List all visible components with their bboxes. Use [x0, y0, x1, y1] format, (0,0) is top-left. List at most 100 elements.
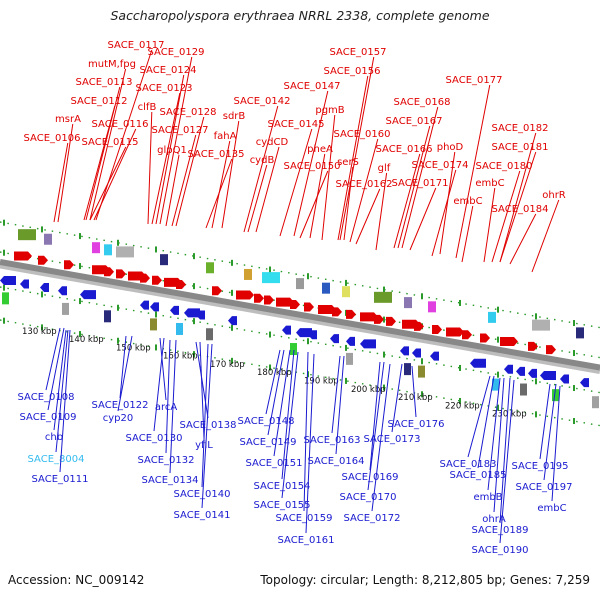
plus-gene-box	[488, 311, 496, 323]
top-leader-line	[255, 146, 280, 233]
top-leader-line	[159, 56, 193, 225]
minus-gene-box	[176, 322, 183, 335]
top-gene-label: SACE_0128	[160, 107, 217, 118]
top-gene-label: SACE_0160	[334, 129, 391, 140]
scale-tick-label: 150 kbp	[116, 343, 151, 353]
top-gene-label: SACE_0162	[336, 179, 393, 190]
bottom-gene-label: SACE_0185	[450, 470, 507, 481]
bottom-gene-label: SACE_0155	[254, 500, 311, 511]
plus-gene-box	[116, 246, 134, 258]
minus-gene-box	[404, 363, 411, 376]
bottom-gene-label: SACE_0140	[174, 489, 231, 500]
bottom-leader-line	[367, 361, 385, 491]
plus-gene-box	[342, 286, 350, 298]
top-gene-label: SACE_0166	[376, 144, 433, 155]
top-leader-line	[299, 170, 329, 239]
plus-gene-arrow	[462, 330, 472, 340]
minus-gene-arrow	[150, 302, 159, 312]
top-gene-label: SACE_0116	[92, 119, 149, 130]
top-leader-line	[293, 90, 329, 237]
top-gene-label: SACE_0113	[76, 77, 133, 88]
bottom-gene-label: SACE_0151	[246, 458, 303, 469]
plus-gene-arrow	[332, 307, 342, 317]
minus-gene-arrow	[516, 366, 525, 376]
plus-gene-box	[92, 242, 100, 254]
bottom-gene-label: SACE_0189	[472, 525, 529, 536]
minus-gene-arrow	[430, 351, 439, 361]
top-gene-label: SACE_0167	[386, 116, 443, 127]
top-gene-label: SACE_0171	[392, 178, 449, 189]
bottom-leader-line	[539, 383, 551, 460]
scale-tick-label: 130 kbp	[22, 327, 57, 337]
minus-gene-arrow	[504, 364, 513, 374]
top-gene-label: fahA	[214, 131, 237, 142]
top-leader-line	[461, 205, 474, 263]
minus-gene-arrow	[140, 300, 149, 310]
scale-tick-label: 160 kbp	[163, 352, 198, 362]
top-gene-label: embC	[453, 196, 482, 207]
minus-gene-arrow	[282, 325, 291, 335]
minus-gene-arrow	[40, 283, 49, 293]
top-leader-line	[53, 142, 69, 223]
bottom-gene-label: SACE_0190	[472, 545, 529, 556]
top-leader-line	[247, 164, 268, 233]
top-gene-label: SACE_0168	[394, 97, 451, 108]
bottom-gene-label: SACE_0149	[240, 437, 297, 448]
plus-gene-arrow	[360, 312, 378, 322]
bottom-gene-label: SACE_0164	[308, 456, 365, 467]
minus-gene-box	[492, 378, 499, 391]
bottom-leader-line	[273, 349, 291, 457]
bottom-leader-line	[281, 351, 299, 499]
bottom-leader-line	[369, 361, 381, 471]
top-leader-line	[155, 74, 185, 225]
minus-gene-arrow	[580, 378, 589, 388]
bottom-leader-line	[391, 363, 403, 433]
top-leader-line	[339, 56, 375, 241]
minus-gene-arrow	[330, 334, 339, 344]
minus-gene-arrow	[528, 368, 537, 378]
minus-gene-arrow	[412, 348, 421, 358]
top-gene-label: SACE_0135	[188, 149, 245, 160]
bottom-leader-line	[169, 339, 177, 474]
bottom-gene-label: SACE_0161	[278, 535, 335, 546]
bottom-leader-line	[199, 341, 205, 439]
top-gene-label: SACE_0177	[446, 75, 503, 86]
plus-gene-arrow	[318, 304, 336, 314]
top-gene-label: cydB	[250, 155, 275, 166]
bottom-gene-label: embB	[473, 492, 502, 503]
plus-gene-box	[18, 229, 36, 241]
plus-gene-box	[404, 297, 412, 309]
minus-gene-box	[150, 318, 157, 331]
bottom-gene-label: SACE_0141	[174, 510, 231, 521]
minus-gene-box	[290, 343, 297, 356]
bottom-gene-label: SACE_0148	[238, 416, 295, 427]
minus-gene-arrow	[170, 305, 179, 315]
top-leader-line	[279, 128, 313, 237]
top-gene-label: SACE_0181	[492, 142, 549, 153]
bottom-gene-label: SACE_0197	[516, 482, 573, 493]
top-leader-line	[147, 111, 153, 225]
top-gene-label: glf	[378, 163, 391, 174]
top-leader-line	[171, 134, 197, 227]
bottom-leader-line	[499, 377, 511, 524]
top-gene-label: SACE_0124	[140, 65, 197, 76]
bottom-leader-line	[117, 335, 133, 412]
bottom-gene-label: SACE_0176	[388, 419, 445, 430]
minus-gene-box	[104, 310, 111, 323]
top-leader-line	[531, 199, 560, 273]
bottom-leader-line	[411, 365, 417, 418]
bottom-leader-line	[371, 363, 391, 512]
minus-gene-arrow	[0, 276, 16, 285]
bottom-leader-line	[47, 327, 65, 411]
scale-tick-label: 140 kbp	[69, 335, 104, 345]
bottom-leader-line	[165, 339, 171, 454]
scale-tick-label: 170 kbp	[210, 360, 245, 370]
top-leader-line	[89, 146, 127, 221]
top-gene-label: SACE_0145	[268, 119, 325, 130]
top-gene-label: serS	[337, 157, 359, 168]
scale-tick-label: 210 kbp	[398, 393, 433, 403]
bottom-leader-line	[499, 379, 515, 544]
plus-gene-arrow	[528, 341, 538, 351]
plus-gene-arrow	[140, 273, 150, 283]
bottom-gene-label: ohrA	[482, 514, 506, 525]
